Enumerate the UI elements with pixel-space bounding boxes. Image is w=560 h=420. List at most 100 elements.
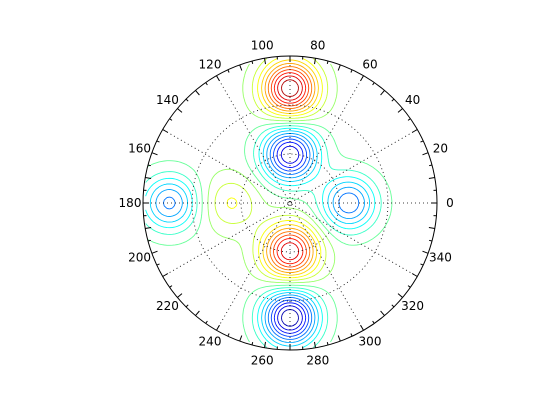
angle-tick [185, 304, 189, 308]
angle-label-300: 300 [359, 335, 382, 349]
angle-label-120: 120 [199, 57, 222, 71]
angle-tick [380, 310, 385, 316]
angle-tick [428, 177, 435, 179]
contour-level-8 [145, 127, 376, 348]
angle-tick [251, 60, 254, 65]
angle-tick [337, 64, 341, 71]
angle-tick [326, 341, 329, 346]
angle-label-280: 280 [306, 354, 329, 368]
angle-tick [397, 108, 403, 113]
angle-tick [227, 333, 230, 337]
angle-tick [185, 98, 189, 102]
angle-tick [337, 335, 341, 342]
contour-level-2 [277, 145, 303, 331]
contour-level-3 [273, 141, 307, 334]
angle-tick [205, 82, 208, 86]
angle-label-200: 200 [128, 251, 151, 265]
angle-label-80: 80 [310, 38, 325, 52]
angle-tick [147, 239, 152, 242]
contour-level-19 [277, 75, 303, 261]
angle-tick [397, 293, 403, 298]
angle-tick [360, 75, 364, 82]
contour-level-18 [273, 72, 307, 265]
contour-level-10 [148, 122, 393, 343]
angle-tick [391, 304, 395, 308]
angle-tick [145, 177, 152, 179]
angle-label-20: 20 [433, 141, 448, 155]
angle-label-340: 340 [429, 251, 452, 265]
angle-label-40: 40 [405, 93, 420, 107]
angle-tick [428, 227, 435, 229]
contour-level-20 [281, 79, 299, 97]
angle-tick [372, 320, 375, 324]
angle-tick [422, 250, 429, 254]
angle-label-320: 320 [401, 299, 424, 313]
angle-tick [156, 140, 160, 143]
angle-label-240: 240 [199, 335, 222, 349]
angle-tick [428, 239, 433, 242]
angle-tick [169, 285, 173, 288]
angle-tick [156, 263, 160, 266]
angle-tick [195, 310, 200, 316]
angle-tick [420, 140, 424, 143]
contour-level-16 [267, 66, 313, 271]
angle-tick [264, 58, 266, 65]
angle-tick [420, 263, 424, 266]
contour-level-13 [226, 58, 323, 279]
angle-tick-labels: 0 20 40 60 80 100 120 140 160 180 200 220 240 260 280 3… [119, 38, 454, 367]
angle-tick [360, 324, 364, 331]
angle-tick [264, 341, 266, 348]
angle-tick [314, 341, 316, 348]
angle-tick [195, 90, 200, 96]
angle-tick [177, 293, 183, 298]
angle-tick [314, 58, 316, 65]
angle-tick [216, 324, 220, 331]
angle-tick [411, 273, 418, 277]
angle-tick [391, 98, 395, 102]
angle-tick [162, 129, 169, 133]
contour-level-5 [163, 135, 360, 340]
angle-tick [151, 152, 158, 156]
angle-tick [177, 108, 183, 113]
angle-label-60: 60 [362, 57, 377, 71]
angle-tick [239, 335, 243, 342]
angle-tick [162, 273, 169, 277]
contour-level-6 [155, 132, 365, 344]
contour-layer [145, 58, 393, 348]
contour-level-7 [149, 130, 371, 347]
polar-frame [142, 55, 438, 351]
angle-tick [251, 341, 254, 346]
contour-level-4 [270, 138, 310, 337]
contour-level-12 [214, 58, 329, 281]
angular-gridline [216, 75, 364, 331]
angle-tick [239, 64, 243, 71]
contour-level-1 [281, 309, 299, 327]
angle-label-0: 0 [446, 196, 454, 210]
angle-tick [350, 333, 353, 337]
angle-tick [147, 164, 152, 167]
angle-tick [205, 320, 208, 324]
angle-label-160: 160 [128, 141, 151, 155]
contour-level-11 [207, 63, 338, 284]
angle-tick [422, 152, 429, 156]
polar-grid [143, 56, 437, 350]
contour-level-17 [270, 69, 310, 268]
angle-tick [372, 82, 375, 86]
angle-tick [169, 118, 173, 121]
angle-tick [350, 69, 353, 73]
angle-label-220: 220 [156, 299, 179, 313]
angular-gridline [216, 75, 364, 331]
angle-tick [145, 227, 152, 229]
contour-level-15 [264, 62, 316, 274]
angle-tick [407, 118, 411, 121]
angle-tick [428, 164, 433, 167]
angle-tick [411, 129, 418, 133]
angle-label-260: 260 [251, 354, 274, 368]
angle-tick [151, 250, 158, 254]
angular-gridline [162, 129, 418, 277]
angular-gridline [162, 129, 418, 277]
angle-tick [326, 60, 329, 65]
angle-tick [227, 69, 230, 73]
contour-level-14 [261, 59, 319, 276]
angle-tick [407, 285, 411, 288]
